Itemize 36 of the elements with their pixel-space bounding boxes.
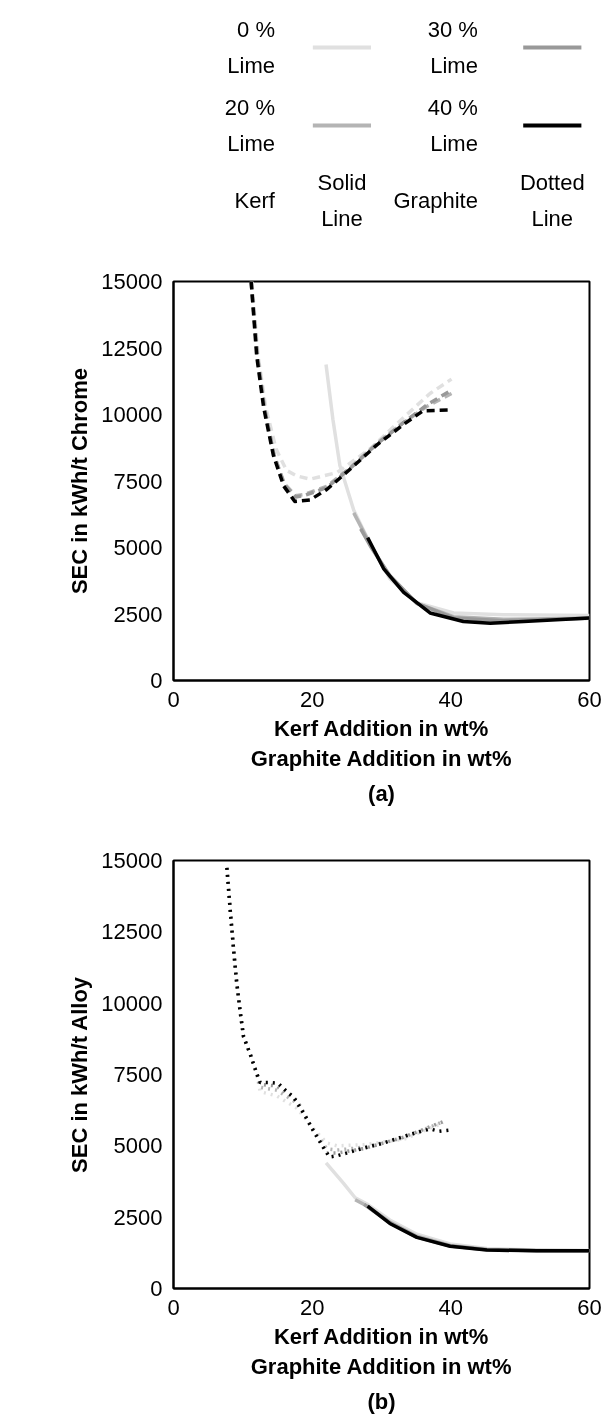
y-tick-label: 0 [150, 668, 163, 693]
text: Kerf [234, 188, 276, 213]
x-tick-label: 40 [438, 686, 464, 712]
y-axis-title: SEC in kWh/t Alloy [67, 976, 93, 1173]
y-tick-label: 2500 [113, 1204, 163, 1230]
text: Graphite [393, 188, 478, 213]
legend-label: 0 % Lime [227, 17, 275, 78]
y-tick-label: 5000 [113, 535, 163, 560]
y-tick-label: 2500 [113, 601, 163, 627]
y-axis-title: SEC in kWh/t Chrome [67, 367, 93, 595]
x-axis-title: Kerf Addition in wt% Graphite Addition in wt% [250, 715, 512, 771]
y-tick-label: 15000 [101, 848, 163, 873]
x-tick-label: 0 [167, 1294, 180, 1320]
text: (a) [368, 780, 395, 806]
legend-label: 40 % Lime [427, 95, 478, 156]
y-tick-label: 7500 [113, 1062, 163, 1087]
x-tick-label: 0 [167, 686, 180, 712]
y-tick-label: 5000 [113, 1133, 163, 1159]
x-axis-title: Kerf Addition in wt% Graphite Addition in wt% [250, 1323, 512, 1379]
y-tick-label: 7500 [113, 468, 163, 494]
y-tick-label: 12500 [101, 335, 163, 361]
y-tick-label: 10000 [101, 402, 163, 427]
x-tick-label: 60 [577, 1294, 602, 1320]
legend-label: 20 % Lime [224, 95, 275, 156]
text: Solid Line [317, 170, 367, 231]
legend-label: 30 % Lime [427, 17, 478, 78]
y-tick-label: 15000 [101, 269, 163, 294]
y-tick-label: 0 [150, 1276, 163, 1301]
x-tick-label: 20 [299, 1294, 325, 1320]
text: Dotted Line [519, 170, 585, 231]
x-tick-label: 40 [438, 1294, 464, 1320]
x-tick-label: 20 [299, 686, 325, 712]
x-tick-label: 60 [577, 686, 602, 712]
y-tick-label: 10000 [101, 990, 163, 1016]
y-tick-label: 12500 [101, 919, 163, 945]
text: (b) [367, 1388, 396, 1414]
